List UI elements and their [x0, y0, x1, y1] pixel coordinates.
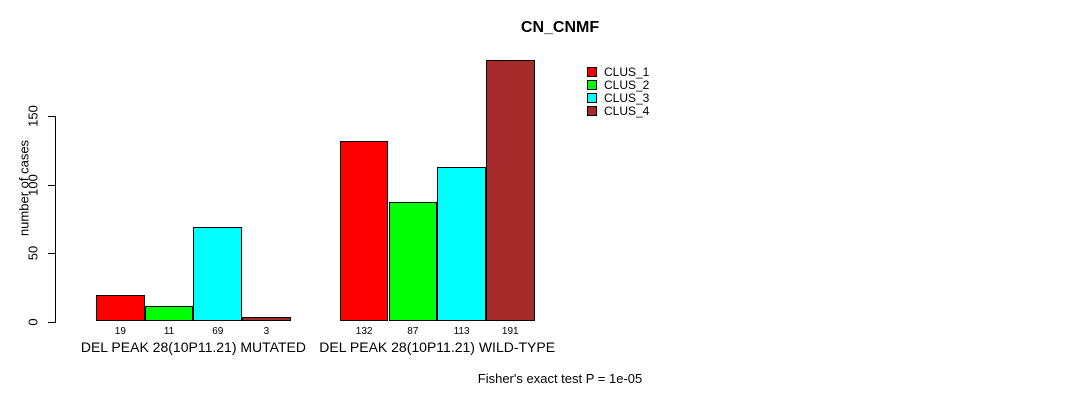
legend-swatch-clus_3: [587, 93, 597, 103]
legend-swatch-clus_1: [587, 67, 597, 77]
y-axis-tick: [48, 322, 55, 323]
bar-value-label: 3: [263, 325, 270, 337]
bar-clus_4-group2: [485, 59, 535, 322]
y-axis-tick-label: 150: [25, 105, 41, 127]
bar-clus_2-group1: [144, 306, 194, 322]
bar-value-label: 87: [407, 325, 419, 337]
legend-swatch-clus_2: [587, 80, 597, 90]
legend-item: CLUS_2: [587, 77, 650, 92]
legend-item: CLUS_4: [587, 103, 650, 118]
y-axis-tick-label: 50: [25, 245, 41, 261]
bar-clus_3-group2: [437, 166, 486, 322]
y-axis-tick: [48, 185, 55, 186]
x-axis-category-label: DEL PEAK 28(10P11.21) WILD-TYPE: [319, 339, 556, 355]
fisher-test-annotation: Fisher's exact test P = 1e-05: [477, 371, 643, 386]
bar-clus_3-group1: [193, 226, 243, 322]
bar-clus_4-group1: [242, 317, 291, 322]
legend-label: CLUS_4: [604, 103, 650, 118]
legend-item: CLUS_1: [587, 64, 650, 79]
legend-item: CLUS_3: [587, 90, 650, 105]
legend-label: CLUS_1: [604, 64, 650, 79]
legend-label: CLUS_3: [604, 90, 650, 105]
y-axis-tick-label: 100: [25, 173, 41, 196]
bar-value-label: 132: [355, 325, 373, 337]
bar-clus_1-group1: [96, 295, 145, 322]
x-axis-category-label: DEL PEAK 28(10P11.21) MUTATED: [80, 339, 306, 355]
bar-value-label: 19: [114, 325, 126, 337]
legend-label: CLUS_2: [604, 77, 650, 92]
chart-title: CN_CNMF: [520, 19, 600, 36]
bar-value-label: 69: [212, 325, 224, 337]
y-axis-tick: [48, 253, 55, 254]
y-axis-tick: [48, 116, 55, 117]
legend-swatch-clus_4: [587, 106, 597, 116]
bar-value-label: 113: [453, 325, 470, 337]
bar-value-label: 191: [501, 325, 519, 337]
y-axis-line: [55, 116, 56, 323]
bar-clus_2-group2: [388, 202, 438, 322]
bar-clus_1-group2: [339, 140, 389, 322]
y-axis-tick-label: 0: [25, 317, 41, 326]
bar-value-label: 11: [163, 325, 175, 337]
